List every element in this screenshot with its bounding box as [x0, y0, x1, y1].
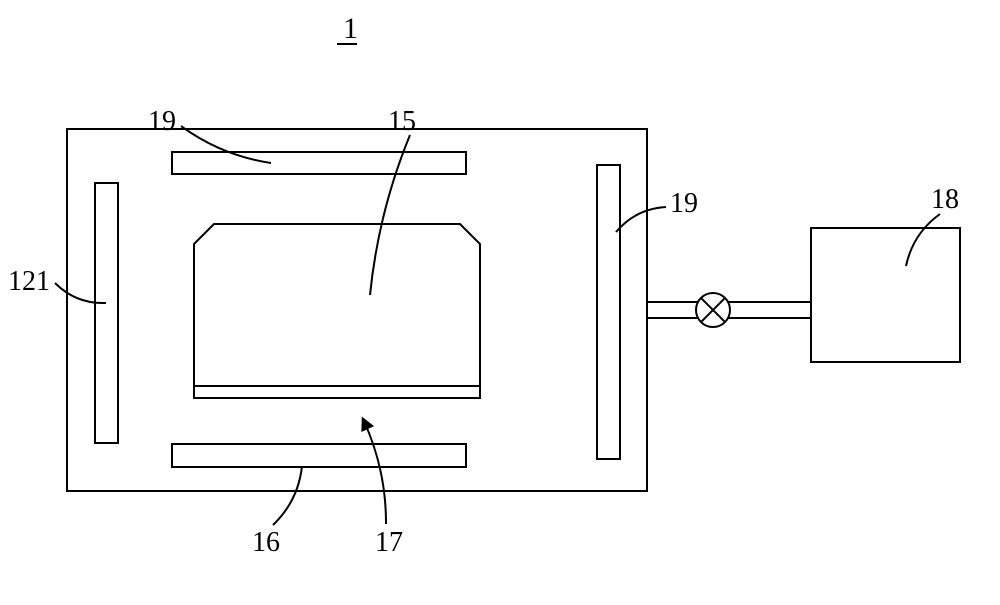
label-15: 15 — [388, 106, 416, 137]
device-base — [194, 386, 480, 398]
right-heater — [597, 165, 620, 459]
label-16: 16 — [252, 527, 280, 558]
label-19a: 19 — [148, 106, 176, 137]
device-body — [194, 224, 480, 386]
external-unit — [811, 228, 960, 362]
top-heater — [172, 152, 466, 174]
label-17: 17 — [375, 527, 403, 558]
left-heater — [95, 183, 118, 443]
label-19b: 19 — [670, 188, 698, 219]
diagram-canvas: 1 15 16 17 18 121 19 19 — [0, 0, 1000, 605]
figure-title: 1 — [343, 12, 358, 45]
bottom-heater — [172, 444, 466, 467]
label-121: 121 — [8, 266, 50, 297]
label-18: 18 — [931, 184, 959, 215]
